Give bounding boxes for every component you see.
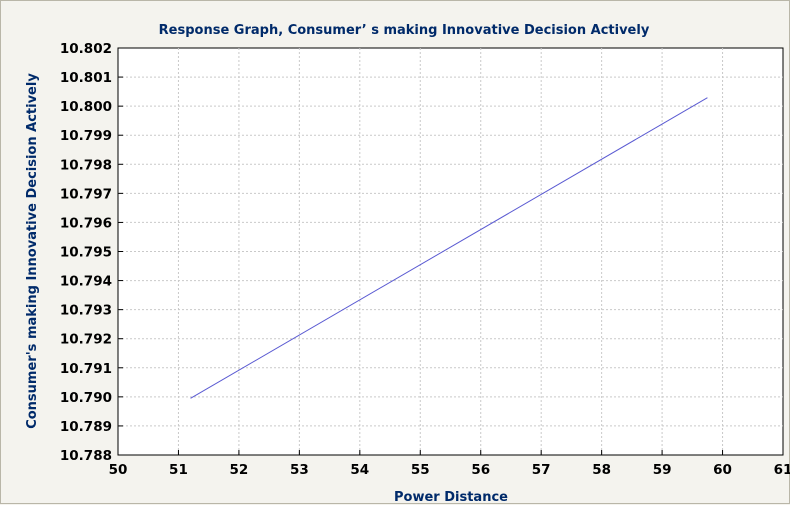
x-tick-label: 51 xyxy=(169,462,188,478)
y-tick-label: 10.801 xyxy=(60,70,112,86)
x-tick-label: 50 xyxy=(109,462,128,478)
x-tick-label: 55 xyxy=(411,462,430,478)
x-tick-label: 53 xyxy=(290,462,309,478)
series-line xyxy=(190,97,708,399)
grid-layer xyxy=(118,48,783,455)
x-tick-label: 52 xyxy=(230,462,249,478)
chart-title: Response Graph, Consumer’ s making Innov… xyxy=(159,23,650,38)
y-tick-label: 10.791 xyxy=(60,361,112,377)
x-tick-label: 61 xyxy=(774,462,790,478)
series-layer xyxy=(190,97,708,399)
y-tick-label: 10.790 xyxy=(60,390,112,406)
x-tick-label: 56 xyxy=(471,462,490,478)
x-tick-label: 54 xyxy=(350,462,369,478)
x-axis-label: Power Distance xyxy=(394,490,508,505)
y-tick-label: 10.800 xyxy=(60,99,112,115)
y-tick-label: 10.788 xyxy=(60,448,112,464)
tick-layer: 50 51 52 53 54 55 56 57 58 59 60 61 10.788 10.789 10.7… xyxy=(60,41,790,478)
x-tick-label: 59 xyxy=(653,462,672,478)
y-tick-label: 10.793 xyxy=(60,303,112,319)
y-tick-label: 10.792 xyxy=(60,332,112,348)
y-tick-label: 10.796 xyxy=(60,215,112,231)
y-tick-label: 10.802 xyxy=(60,41,112,57)
y-tick-label: 10.789 xyxy=(60,419,112,435)
x-tick-label: 60 xyxy=(713,462,732,478)
y-tick-label: 10.797 xyxy=(60,186,112,202)
y-tick-label: 10.794 xyxy=(60,274,112,290)
y-axis-label: Consumer's making Innovative Decision Ac… xyxy=(25,73,40,429)
y-tick-label: 10.799 xyxy=(60,128,112,144)
y-tick-label: 10.795 xyxy=(60,245,112,261)
y-tick-label: 10.798 xyxy=(60,157,112,173)
x-tick-label: 58 xyxy=(592,462,611,478)
x-tick-label: 57 xyxy=(532,462,551,478)
